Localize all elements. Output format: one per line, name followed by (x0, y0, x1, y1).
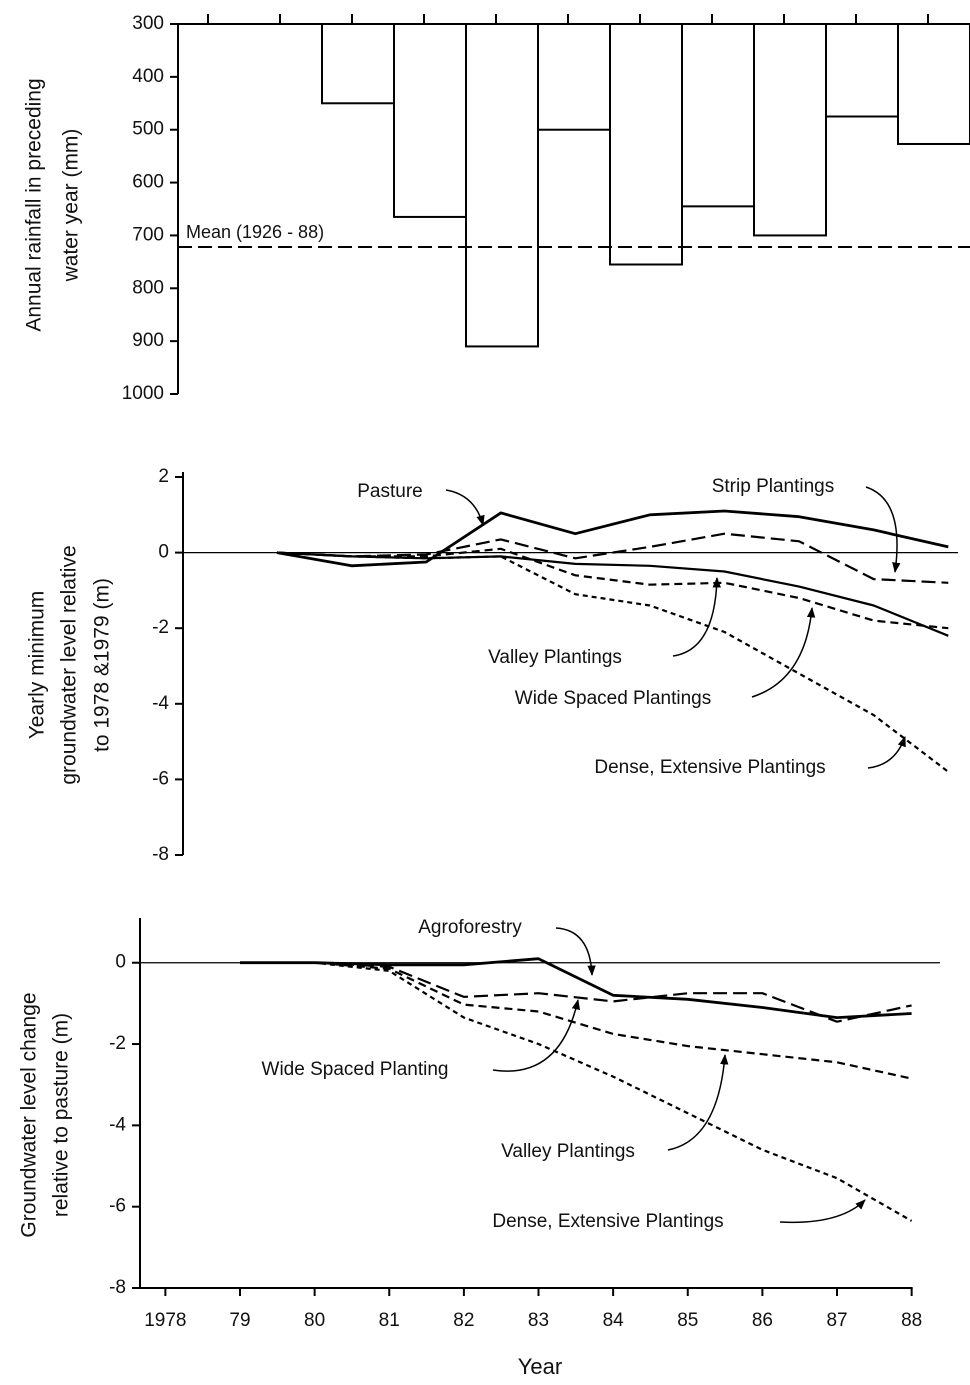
series-line (240, 961, 912, 1023)
series-line (276, 551, 949, 773)
series-line (240, 961, 912, 1080)
y-tick-label: -8 (109, 1277, 126, 1298)
y-axis-label: groundwater level relative (58, 545, 81, 784)
y-axis-label: Annual rainfall in preceding (23, 78, 46, 331)
y-tick-label: 0 (158, 542, 169, 563)
y-tick-label: 700 (132, 224, 164, 245)
y-axis-label: Yearly minimum (26, 591, 49, 740)
y-tick-label: -4 (152, 693, 169, 714)
label-arrow (779, 1199, 866, 1224)
x-axis-label: Year (518, 1354, 562, 1379)
bar (897, 23, 970, 145)
series-line (276, 509, 949, 568)
x-tick-label: 84 (603, 1310, 625, 1331)
series-label: Wide Spaced Plantings (515, 688, 711, 709)
bar (681, 23, 755, 208)
label-arrow (555, 927, 596, 977)
bar (321, 23, 395, 105)
label-arrow (492, 998, 581, 1072)
y-tick-label: -8 (152, 844, 169, 865)
y-tick-label: -6 (152, 768, 169, 789)
y-tick-label: 800 (132, 277, 164, 298)
panel: Yearly minimum groundwater level relative… (26, 466, 958, 865)
panel: Annual rainfall in preceding water year (… (23, 13, 970, 404)
label-arrow (751, 606, 816, 698)
y-axis-label: relative to pasture (m) (50, 1013, 73, 1217)
x-tick-label: 1978 (144, 1310, 186, 1331)
y-tick-label: 300 (132, 13, 164, 34)
x-tick-label: 83 (528, 1310, 549, 1331)
series-label: Dense, Extensive Plantings (594, 757, 825, 778)
y-tick-label: -6 (109, 1196, 126, 1217)
y-tick-label: 2 (158, 466, 169, 487)
label-arrow (445, 489, 485, 527)
y-tick-label: -4 (109, 1114, 126, 1135)
series-label: Agroforestry (418, 917, 522, 938)
x-tick-label: 80 (304, 1310, 325, 1331)
bar (537, 23, 611, 131)
y-axis-label: Groundwater level change (18, 992, 41, 1237)
x-tick-label: 86 (752, 1310, 773, 1331)
x-tick-label: 85 (677, 1310, 698, 1331)
bar (465, 23, 539, 348)
y-tick-label: 900 (132, 330, 164, 351)
label-arrow (667, 1053, 729, 1151)
x-tick-label: 81 (379, 1310, 400, 1331)
mean-label: Mean (1926 - 88) (186, 222, 324, 242)
label-arrow (865, 486, 901, 574)
y-tick-label: -2 (152, 617, 169, 638)
x-tick-label: 82 (453, 1310, 474, 1331)
y-tick-label: -2 (109, 1033, 126, 1054)
label-arrow (867, 736, 906, 769)
y-tick-label: 0 (115, 952, 126, 973)
label-arrow (672, 576, 721, 657)
series-label: Valley Plantings (501, 1141, 635, 1162)
y-tick-label: 1000 (122, 383, 164, 404)
series-label: Pasture (357, 481, 422, 502)
bar (609, 23, 683, 266)
y-axis-label: water year (mm) (60, 129, 83, 283)
bar (393, 23, 467, 218)
y-tick-label: 400 (132, 66, 164, 87)
x-tick-label: 87 (826, 1310, 847, 1331)
series-label: Strip Plantings (712, 476, 835, 497)
bar (825, 23, 899, 118)
series-label: Wide Spaced Planting (262, 1059, 449, 1080)
series-line (276, 532, 949, 584)
x-tick-label: 88 (901, 1310, 922, 1331)
series-label: Dense, Extensive Plantings (492, 1211, 723, 1232)
series-line (240, 961, 913, 1222)
y-tick-label: 500 (132, 119, 164, 140)
y-tick-label: 600 (132, 172, 164, 193)
y-axis-label: to 1978 &1979 (m) (91, 578, 114, 752)
series-label: Valley Plantings (488, 647, 622, 668)
bar (753, 23, 827, 237)
series-line (276, 547, 949, 630)
x-tick-label: 79 (229, 1310, 250, 1331)
panel: Groundwater level change relative to past… (18, 917, 940, 1379)
